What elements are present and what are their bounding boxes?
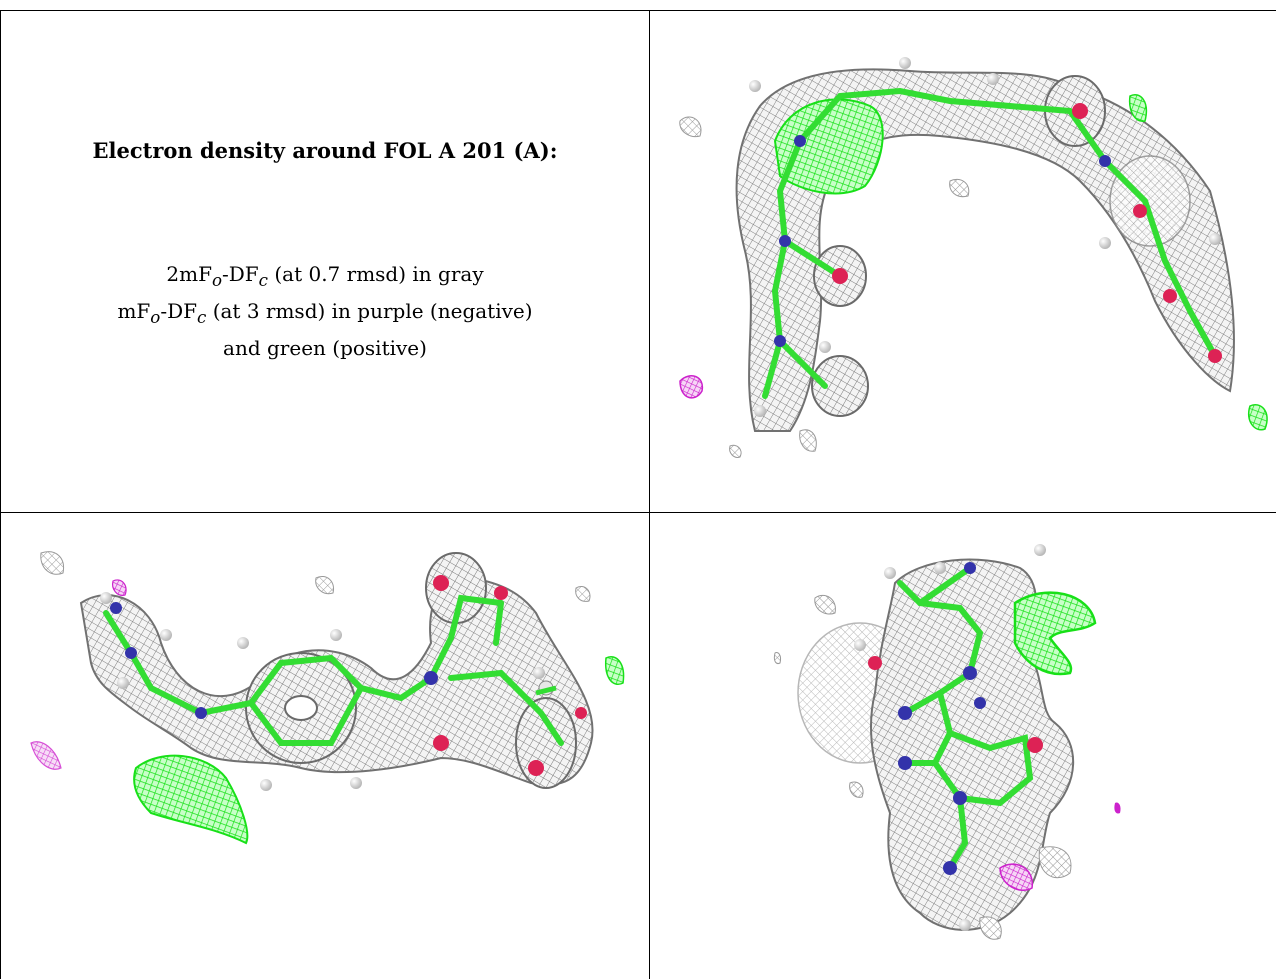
density-view-top-right (650, 11, 1276, 512)
density-view-bottom-right (650, 513, 1276, 979)
ligand-density-mesh-icon (679, 57, 1268, 458)
figure-heading: Electron density around FOL A 201 (A): (92, 138, 558, 163)
caption-line-fofc: mFo-DFc (at 3 rmsd) in purple (negative) (117, 299, 533, 327)
caption-line-colors: and green (positive) (223, 336, 427, 360)
legend-cell: Electron density around FOL A 201 (A): 2… (1, 11, 649, 512)
caption-line-2fofc: 2mFo-DFc (at 0.7 rmsd) in gray (166, 262, 484, 290)
border-left (0, 10, 1, 979)
divider-horizontal (0, 512, 1276, 513)
ligand-density-mesh-icon (30, 551, 625, 845)
divider-vertical (649, 10, 650, 979)
density-view-bottom-left (1, 513, 649, 979)
ligand-density-mesh-icon (773, 544, 1121, 940)
border-top (0, 10, 1276, 11)
figure-caption: 2mFo-DFc (at 0.7 rmsd) in gray mFo-DFc (… (117, 259, 532, 363)
